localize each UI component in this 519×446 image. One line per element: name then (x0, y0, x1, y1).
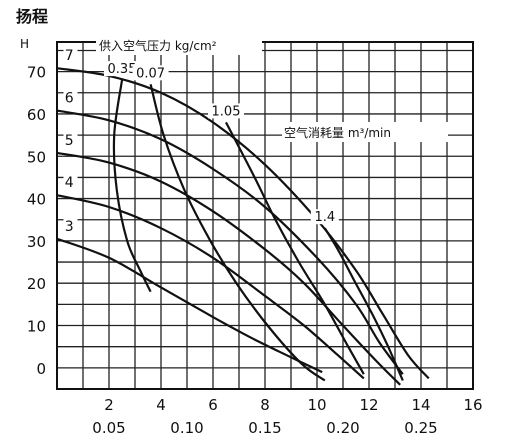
y-tick-label: 0 (36, 360, 46, 378)
pressure-label-bg (63, 173, 78, 191)
tick-labels: 0 10 20 30 40 50 60 70 2 4 6 8 10 12 14 16 0.05 0.10 0.15 0… (27, 64, 483, 437)
x2-tick-label: 0.10 (170, 419, 203, 437)
y-tick-label: 60 (27, 106, 46, 124)
consumption-legend: 空气消耗量 m³/min (284, 125, 391, 140)
x-tick-label: 16 (463, 396, 482, 414)
pressure-label-bg (63, 46, 78, 64)
x-tick-label: 4 (156, 396, 166, 414)
grid (56, 41, 474, 390)
x2-tick-label: 0.15 (248, 419, 281, 437)
x-tick-label: 2 (104, 396, 114, 414)
consumption-label-0-35: 0.35 (108, 62, 137, 77)
pressure-label-bg (63, 216, 78, 234)
pressure-curve-3 (56, 237, 323, 374)
pressure-curve-6 (56, 109, 404, 375)
pressure-label-bg (63, 88, 78, 106)
x2-tick-label: 0.05 (92, 419, 125, 437)
pressure-curve-5 (56, 151, 401, 386)
x-tick-label: 12 (359, 396, 378, 414)
pressure-label-bg (63, 130, 78, 148)
x-tick-label: 14 (411, 396, 430, 414)
curves (56, 67, 430, 386)
consumption-label-1-05: 1.05 (212, 104, 241, 119)
y-tick-label: 40 (27, 191, 46, 209)
y-tick-label: 10 (27, 318, 46, 336)
y-axis-label: H (20, 37, 29, 51)
consumption-label-bg (310, 209, 339, 225)
pressure-legend: 供入空气压力 kg/cm² (99, 38, 217, 53)
consumption-curve-0.07 (149, 84, 326, 382)
pressure-label-5: 5 (65, 133, 74, 149)
x2-tick-label: 0.20 (326, 419, 359, 437)
consumption-label-1-4: 1.4 (314, 210, 335, 225)
pressure-curve-7 (56, 67, 430, 380)
chart-title: 扬程 (16, 7, 48, 26)
consumption-legend-bg (282, 122, 448, 142)
plot-frame (56, 41, 474, 390)
curve-labels: 7 6 5 4 3 0.35 0.07 1.05 1.4 (63, 46, 339, 235)
x-tick-label: 6 (208, 396, 218, 414)
pressure-legend-bg (96, 35, 262, 55)
consumption-label-0-07: 0.07 (136, 66, 165, 81)
pressure-label-7: 7 (65, 48, 74, 64)
consumption-label-bg (104, 61, 140, 77)
x-tick-label: 10 (307, 396, 326, 414)
consumption-curve-1.05 (225, 121, 365, 375)
pressure-label-4: 4 (65, 175, 74, 191)
consumption-label-bg (208, 103, 244, 119)
x2-tick-label: 0.25 (404, 419, 437, 437)
x-tick-label: 8 (260, 396, 270, 414)
pressure-label-3: 3 (65, 219, 74, 235)
y-tick-label: 30 (27, 233, 46, 251)
y-tick-label: 50 (27, 148, 46, 166)
consumption-curve-1.4 (323, 227, 404, 381)
pressure-label-6: 6 (65, 91, 74, 107)
consumption-curve-0.35 (112, 79, 152, 293)
pressure-curve-4 (56, 194, 365, 380)
consumption-label-bg (132, 65, 169, 81)
y-tick-label: 70 (27, 64, 46, 82)
y-tick-label: 20 (27, 275, 46, 293)
